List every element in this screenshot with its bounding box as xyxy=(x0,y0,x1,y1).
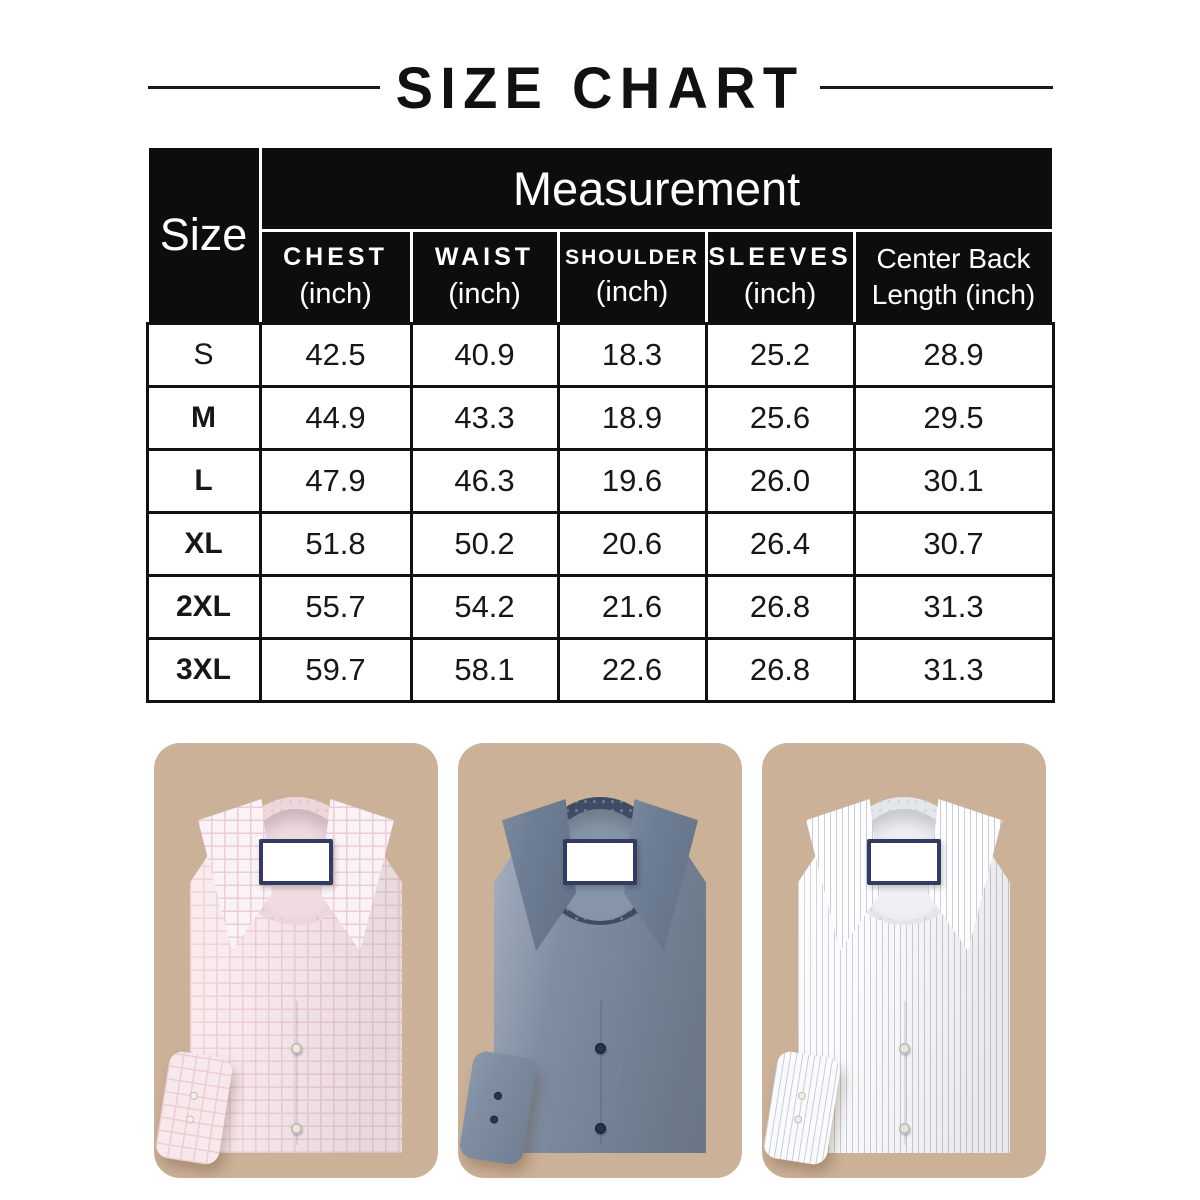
value-cell: 22.6 xyxy=(559,640,705,700)
value-cell: 19.6 xyxy=(559,451,705,511)
folded-shirt xyxy=(762,743,1046,1178)
size-cell: 2XL xyxy=(148,577,259,637)
size-table-header: Size Measurement CHEST (inch) WAIST (inc… xyxy=(148,148,1052,322)
size-cell: XL xyxy=(148,514,259,574)
value-cell: 26.4 xyxy=(707,514,853,574)
size-cell: 3XL xyxy=(148,640,259,700)
column-unit: (inch) xyxy=(448,278,521,310)
value-cell: 30.1 xyxy=(855,451,1052,511)
column-name: CHEST xyxy=(283,243,388,271)
value-cell: 31.3 xyxy=(855,577,1052,637)
shirt-button xyxy=(898,1123,910,1134)
size-cell: S xyxy=(148,325,259,385)
collar-label xyxy=(867,839,941,885)
cuff-button xyxy=(489,1114,499,1125)
value-cell: 51.8 xyxy=(261,514,410,574)
value-cell: 20.6 xyxy=(559,514,705,574)
value-cell: 42.5 xyxy=(261,325,410,385)
shirt-placket xyxy=(904,1001,906,1145)
title-rule-right xyxy=(820,85,1053,89)
value-cell: 31.3 xyxy=(855,640,1052,700)
value-cell: 26.8 xyxy=(707,640,853,700)
page-title: SIZE CHART xyxy=(395,53,805,121)
value-cell: 30.7 xyxy=(855,514,1052,574)
column-name: Center Back xyxy=(876,243,1031,274)
value-cell: 43.3 xyxy=(412,388,557,448)
value-cell: 29.5 xyxy=(855,388,1052,448)
value-cell: 46.3 xyxy=(412,451,557,511)
value-cell: 40.9 xyxy=(412,325,557,385)
value-cell: 26.8 xyxy=(707,577,853,637)
column-header-waist: WAIST (inch) xyxy=(412,232,557,322)
group-header-measurement: Measurement xyxy=(261,148,1052,229)
folded-shirt xyxy=(154,743,438,1178)
column-header-sleeves: SLEEVES (inch) xyxy=(707,232,853,322)
folded-shirt xyxy=(458,743,742,1178)
title-block: SIZE CHART xyxy=(147,53,1053,121)
size-table-body: S 42.5 40.9 18.3 25.2 28.9 M 44.9 43.3 18.9 25.6 29… xyxy=(145,322,1055,703)
column-unit: (inch) xyxy=(743,278,817,310)
shirt-card-white-stripe xyxy=(762,743,1046,1178)
value-cell: 47.9 xyxy=(261,451,410,511)
value-cell: 25.6 xyxy=(707,388,853,448)
column-name: SHOULDER xyxy=(565,245,699,269)
column-unit: Length (inch) xyxy=(871,279,1036,310)
value-cell: 50.2 xyxy=(412,514,557,574)
shirt-button xyxy=(898,1043,910,1054)
shirt-button xyxy=(290,1123,302,1134)
collar-label xyxy=(563,839,637,885)
shirt-card-blue xyxy=(458,743,742,1178)
cuff-button xyxy=(189,1091,199,1101)
shirt-cards xyxy=(154,743,1046,1178)
column-header-shoulder: SHOULDER (inch) xyxy=(559,232,705,322)
value-cell: 28.9 xyxy=(855,325,1052,385)
value-cell: 21.6 xyxy=(559,577,705,637)
shirt-card-pink-check xyxy=(154,743,438,1178)
size-cell: L xyxy=(148,451,259,511)
cuff-button xyxy=(793,1114,803,1125)
shirt-button xyxy=(594,1043,606,1054)
shirt-button xyxy=(594,1123,606,1134)
shirt-button xyxy=(290,1043,302,1054)
size-cell: M xyxy=(148,388,259,448)
value-cell: 58.1 xyxy=(412,640,557,700)
cuff-button xyxy=(797,1091,807,1101)
value-cell: 26.0 xyxy=(707,451,853,511)
value-cell: 55.7 xyxy=(261,577,410,637)
size-table: Size Measurement CHEST (inch) WAIST (inc… xyxy=(145,148,1055,703)
value-cell: 18.3 xyxy=(559,325,705,385)
cuff-button xyxy=(493,1091,503,1101)
shirt-placket xyxy=(296,1001,298,1145)
column-unit: (inch) xyxy=(299,278,372,310)
title-rule-left xyxy=(147,85,380,89)
value-cell: 59.7 xyxy=(261,640,410,700)
column-header-chest: CHEST (inch) xyxy=(261,232,410,322)
column-header-center-back-length: Center Back Length (inch) xyxy=(855,232,1052,322)
column-name: WAIST xyxy=(434,243,535,271)
column-unit: (inch) xyxy=(595,275,669,308)
cuff-button xyxy=(185,1114,195,1125)
shirt-placket xyxy=(600,1001,602,1145)
value-cell: 44.9 xyxy=(261,388,410,448)
value-cell: 25.2 xyxy=(707,325,853,385)
corner-header-size: Size xyxy=(148,148,259,322)
value-cell: 54.2 xyxy=(412,577,557,637)
collar-label xyxy=(259,839,333,885)
value-cell: 18.9 xyxy=(559,388,705,448)
column-name: SLEEVES xyxy=(708,243,852,271)
